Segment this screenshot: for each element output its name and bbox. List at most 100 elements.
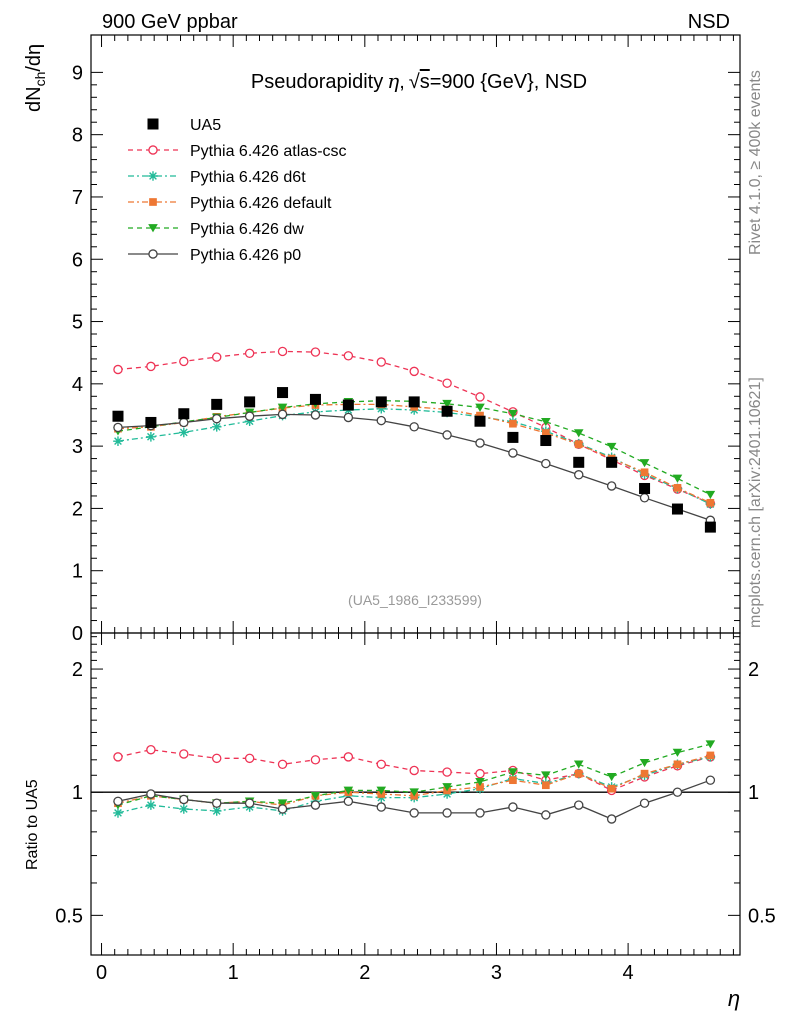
main-data-point xyxy=(146,431,156,442)
ratio-data-point xyxy=(244,753,255,764)
ratio-data-point xyxy=(179,804,189,814)
main-data-point xyxy=(179,356,189,367)
ratio-data-point xyxy=(310,791,321,801)
main-data-point xyxy=(244,396,256,408)
main-data-point xyxy=(541,429,550,437)
legend-marker xyxy=(149,198,157,206)
main-data-point xyxy=(476,411,484,420)
ratio-data-point xyxy=(574,769,583,778)
main-ytick-label: 9 xyxy=(72,62,83,84)
main-data-point xyxy=(112,410,124,422)
main-data-point xyxy=(211,413,222,424)
legend-label: UA5 xyxy=(190,117,221,134)
main-data-point xyxy=(573,429,584,438)
ratio-data-point xyxy=(574,800,584,810)
ratio-data-point xyxy=(409,788,419,797)
ratio-data-point xyxy=(640,769,649,778)
main-data-point xyxy=(573,456,585,468)
main-data-point xyxy=(704,521,716,533)
main-data-point xyxy=(640,468,649,477)
ratio-data-point xyxy=(639,798,650,808)
ratio-data-point xyxy=(146,800,156,810)
ratio-data-point xyxy=(277,804,288,814)
reference-tag: (UA5_1986_I233599) xyxy=(348,592,482,608)
main-data-point xyxy=(277,409,288,420)
main-series-line xyxy=(117,400,711,496)
ratio-data-point xyxy=(409,808,419,818)
ratio-data-point xyxy=(705,740,716,749)
main-data-point xyxy=(606,456,618,468)
ratio-data-point xyxy=(277,759,288,770)
main-data-point xyxy=(474,415,486,427)
ratio-data-point xyxy=(442,767,452,777)
ratio-data-point xyxy=(442,808,452,818)
main-data-point xyxy=(606,442,617,452)
main-data-point xyxy=(211,352,222,362)
main-data-point xyxy=(673,484,682,492)
main-data-point xyxy=(606,481,617,491)
ratio-data-point xyxy=(244,798,255,808)
legend-marker xyxy=(148,249,158,259)
ratio-data-point xyxy=(113,808,123,818)
main-ytick-label: 0 xyxy=(72,623,83,645)
main-data-point xyxy=(639,482,651,494)
main-data-point xyxy=(277,346,288,357)
ratio-data-point xyxy=(476,783,484,791)
ratio-data-point xyxy=(146,745,156,755)
xtick-label: 3 xyxy=(491,962,502,984)
main-data-point xyxy=(540,435,552,447)
main-data-point xyxy=(409,422,419,432)
legend-entry: Pythia 6.426 atlas-csc xyxy=(128,143,347,160)
legend-marker xyxy=(148,145,158,155)
ratio-ytick-label: 0.5 xyxy=(55,905,83,927)
ratio-data-point xyxy=(376,759,387,770)
ratio-ytick-label: 1 xyxy=(72,782,83,804)
legend-marker xyxy=(148,224,158,233)
ratio-data-point xyxy=(277,799,288,808)
main-data-point xyxy=(541,458,551,469)
ratio-data-point xyxy=(541,771,551,780)
main-data-point xyxy=(541,417,551,427)
ratio-data-point xyxy=(475,778,485,787)
ratio-data-point xyxy=(509,776,517,785)
legend-entry: Pythia 6.426 default xyxy=(128,195,332,212)
ratio-data-point xyxy=(211,753,222,764)
ratio-data-point xyxy=(211,798,222,808)
main-ytick-label: 2 xyxy=(72,498,83,520)
main-data-point xyxy=(342,399,354,411)
ratio-plot-frame xyxy=(90,632,741,956)
main-data-point xyxy=(507,431,519,443)
main-data-point xyxy=(113,364,123,375)
ratio-data-point xyxy=(475,808,485,818)
ratio-ytick-label-right: 2 xyxy=(748,659,759,681)
main-data-point xyxy=(376,403,387,414)
main-series-ua5 xyxy=(112,387,716,533)
main-data-point xyxy=(441,405,453,417)
main-data-point xyxy=(672,474,683,483)
main-data-point xyxy=(408,396,420,408)
main-data-point xyxy=(376,415,387,426)
ratio-data-point xyxy=(310,755,321,765)
ratio-data-point xyxy=(376,786,387,795)
main-data-point xyxy=(309,393,321,405)
main-data-point xyxy=(211,422,222,432)
ratio-data-point xyxy=(113,752,123,762)
ratio-data-point xyxy=(672,787,683,797)
legend-entry: Pythia 6.426 d6t xyxy=(128,169,306,186)
xtick-label: 0 xyxy=(96,962,107,984)
ratio-data-point xyxy=(310,800,321,810)
ratio-data-point xyxy=(343,796,354,807)
ratio-data-point xyxy=(706,751,715,760)
mcplots-source-label: mcplots.cern.ch [arXiv:2401.10621] xyxy=(747,377,764,628)
ratio-series-layer xyxy=(113,740,716,824)
main-ytick-label: 8 xyxy=(72,125,83,147)
ratio-data-point xyxy=(442,783,452,792)
ratio-data-point xyxy=(179,794,189,805)
ratio-data-point xyxy=(606,814,617,824)
legend-entry: Pythia 6.426 dw xyxy=(128,221,304,238)
main-data-point xyxy=(671,503,683,515)
main-data-point xyxy=(179,417,189,428)
legend-label: Pythia 6.426 atlas-csc xyxy=(190,143,347,160)
legend-entry: Pythia 6.426 p0 xyxy=(128,247,301,264)
